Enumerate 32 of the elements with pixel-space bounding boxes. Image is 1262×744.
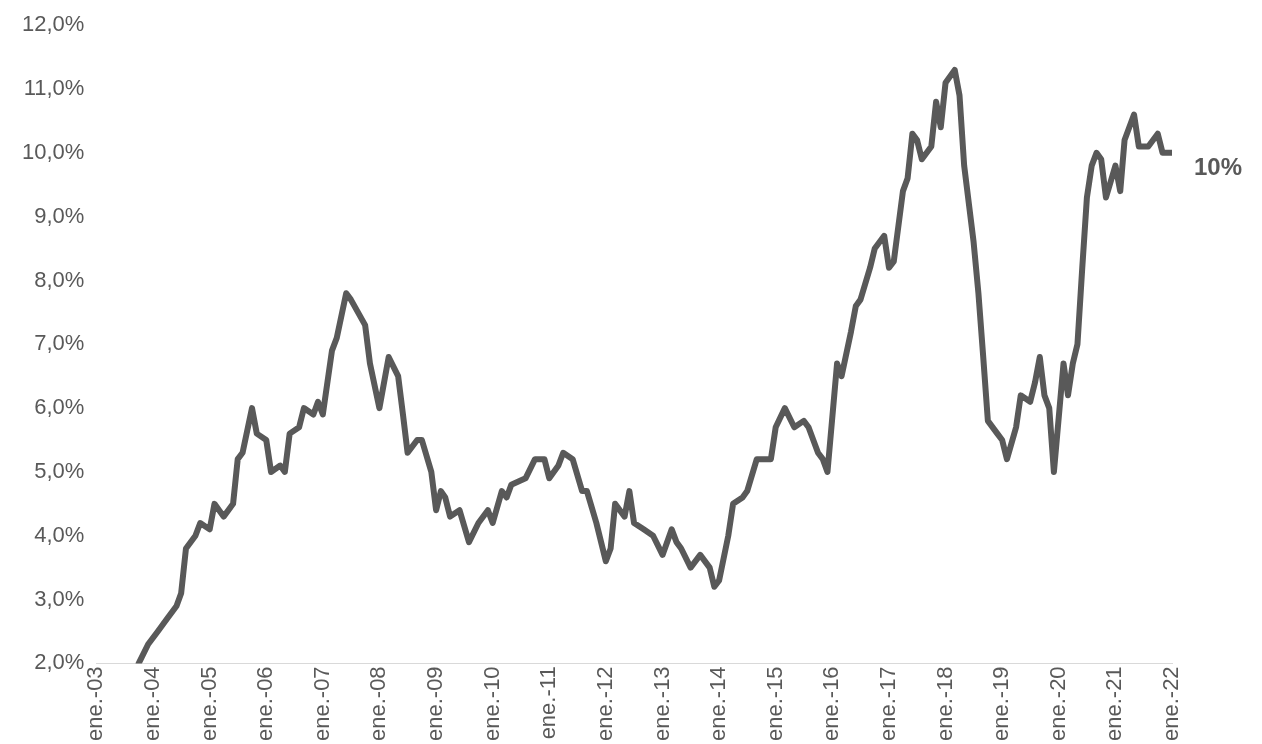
x-tick-label: ene.-10 xyxy=(478,666,504,742)
annotation: 10% xyxy=(1194,153,1243,181)
x-tick-label: ene.-15 xyxy=(761,666,787,742)
x-tick-label: ene.-16 xyxy=(818,666,844,742)
x-tick-label: ene.-07 xyxy=(308,666,334,742)
y-tick-label: 11,0% xyxy=(23,75,85,101)
y-tick-label: 3,0% xyxy=(34,585,85,611)
x-tick-label: ene.-20 xyxy=(1044,666,1070,742)
x-tick-label: ene.-08 xyxy=(365,666,391,742)
y-tick-label: 12,0% xyxy=(21,11,85,37)
x-tick-label: ene.-09 xyxy=(422,666,448,742)
x-tick-label: ene.-22 xyxy=(1158,666,1184,742)
x-tick-label: ene.-13 xyxy=(648,666,674,742)
y-tick-label: 8,0% xyxy=(34,266,85,292)
x-tick-label: ene.-05 xyxy=(195,666,221,742)
x-tick-label: ene.-19 xyxy=(988,666,1014,742)
x-tick-label: ene.-06 xyxy=(252,666,278,742)
x-tick-label: ene.-14 xyxy=(705,666,731,742)
y-tick-label: 9,0% xyxy=(34,202,85,228)
y-tick-label: 6,0% xyxy=(34,394,85,420)
y-tick-label: 7,0% xyxy=(34,330,85,356)
x-tick-label: ene.-11 xyxy=(535,666,561,740)
y-tick-label: 4,0% xyxy=(34,521,85,547)
y-tick-label: 2,0% xyxy=(34,649,85,675)
x-tick-label: ene.-04 xyxy=(139,666,165,742)
y-tick-label: 5,0% xyxy=(34,457,85,483)
x-tick-label: ene.-03 xyxy=(82,666,108,742)
x-tick-label: ene.-17 xyxy=(875,666,901,742)
y-tick-label: 10,0% xyxy=(21,138,85,164)
x-tick-label: ene.-12 xyxy=(591,666,617,742)
x-tick-label: ene.-21 xyxy=(1101,666,1127,742)
x-tick-label: ene.-18 xyxy=(931,666,957,742)
